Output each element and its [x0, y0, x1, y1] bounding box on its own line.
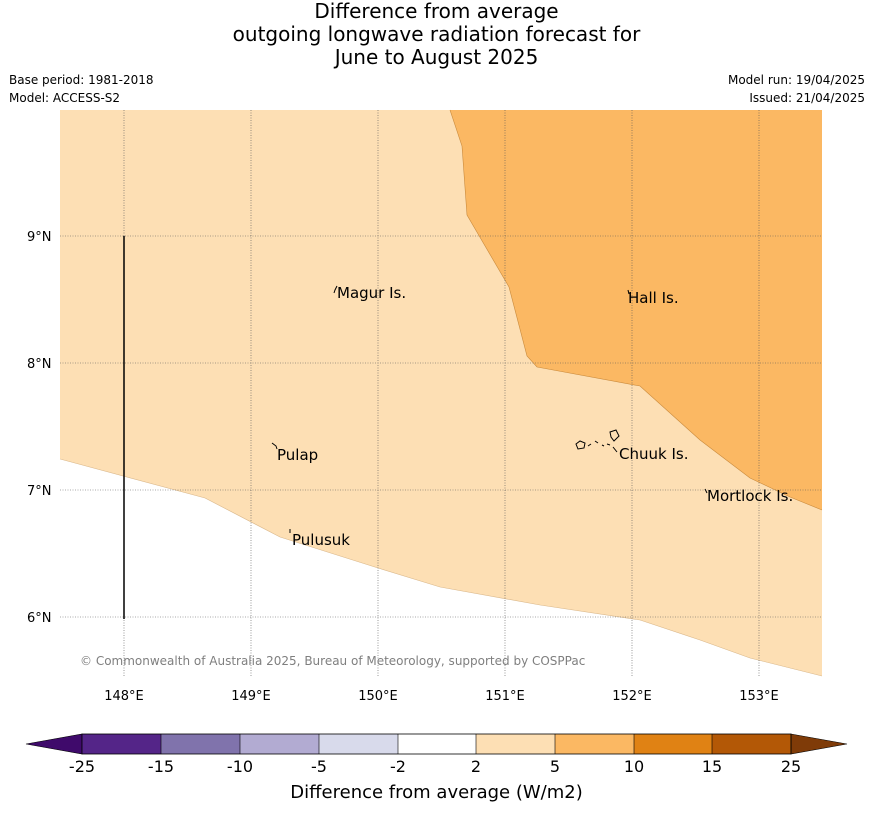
colorbar-tick-label: 5	[550, 757, 560, 776]
model-name: Model: ACCESS-S2	[9, 91, 121, 105]
lon-tick-label: 151°E	[485, 689, 525, 704]
lon-tick-label: 153°E	[739, 689, 779, 704]
lon-tick-label: 148°E	[104, 689, 144, 704]
place-label: Magur Is.	[337, 284, 406, 302]
mortlock-island-shape	[704, 488, 708, 494]
colorbar-tick-label: 10	[624, 757, 644, 776]
colorbar-tick-label: 2	[471, 757, 481, 776]
colorbar-swatch	[319, 734, 398, 754]
colorbar-tick-label: -25	[69, 757, 95, 776]
band-5-to-10	[450, 110, 822, 510]
colorbar-tick-label: 15	[702, 757, 722, 776]
place-label: Chuuk Is.	[619, 445, 688, 463]
lat-tick-label: 6°N	[27, 611, 52, 626]
colorbar-swatch	[476, 734, 555, 754]
lon-tick-label: 149°E	[231, 689, 271, 704]
colorbar-tick-label: -5	[311, 757, 327, 776]
copyright-notice: © Commonwealth of Australia 2025, Bureau…	[80, 654, 585, 668]
chuuk-island-shapes	[575, 429, 620, 453]
pulap-island-shape	[271, 442, 278, 450]
place-label: Mortlock Is.	[707, 487, 793, 505]
title-line-1: Difference from average	[314, 0, 559, 23]
place-label: Hall Is.	[628, 289, 679, 307]
magur-island-shape	[333, 285, 338, 294]
lat-tick-label: 8°N	[27, 357, 52, 372]
colorbar-swatch	[240, 734, 319, 754]
lon-tick-label: 150°E	[358, 689, 398, 704]
colorbar-swatch	[398, 734, 476, 754]
lat-tick-label: 7°N	[27, 484, 52, 499]
colorbar-swatch	[712, 734, 791, 754]
colorbar-max-extension	[790, 733, 848, 755]
colorbar-tick-label: -15	[148, 757, 174, 776]
issued-date: Issued: 21/04/2025	[749, 91, 865, 105]
lat-tick-labels: 9°N 8°N 7°N 6°N	[27, 230, 52, 626]
base-period: Base period: 1981-2018	[9, 73, 154, 87]
colorbar-tick-label: -10	[227, 757, 253, 776]
colorbar-swatch	[82, 734, 161, 754]
place-label: Pulap	[277, 446, 318, 464]
model-run: Model run: 19/04/2025	[727, 73, 865, 87]
colorbar-swatch	[555, 734, 634, 754]
colorbar-tick-label: -2	[390, 757, 406, 776]
meta-left: Base period: 1981-2018 Model: ACCESS-S2	[9, 71, 154, 107]
colorbar-swatch	[634, 734, 712, 754]
map-area: Magur Is. Hall Is. Pulap Chuuk Is. Mortl…	[59, 109, 823, 677]
lon-tick-labels: 148°E 149°E 150°E 151°E 152°E 153°E	[104, 689, 779, 704]
colorbar-min-extension	[25, 733, 83, 755]
colorbar-swatch	[161, 734, 240, 754]
lat-tick-label: 9°N	[27, 230, 52, 245]
meta-right: Model run: 19/04/2025 Issued: 21/04/2025	[728, 71, 865, 107]
place-label: Pulusuk	[292, 531, 350, 549]
colorbar-label: Difference from average (W/m2)	[290, 782, 583, 803]
colorbar-tick-label: 25	[781, 757, 801, 776]
title-line-2: outgoing longwave radiation forecast for	[232, 22, 641, 46]
title-line-3: June to August 2025	[334, 45, 539, 69]
place-labels: Magur Is. Hall Is. Pulap Chuuk Is. Mortl…	[277, 284, 793, 549]
colorbar: -25 -15 -10 -5 -2 2 5 10 15 25	[25, 733, 848, 776]
colorbar-ticks: -25 -15 -10 -5 -2 2 5 10 15 25	[69, 757, 801, 776]
chart-title: Difference from average outgoing longwav…	[0, 0, 873, 69]
island-shapes	[271, 285, 708, 533]
lon-tick-label: 152°E	[612, 689, 652, 704]
hall-island-shape	[627, 289, 630, 295]
